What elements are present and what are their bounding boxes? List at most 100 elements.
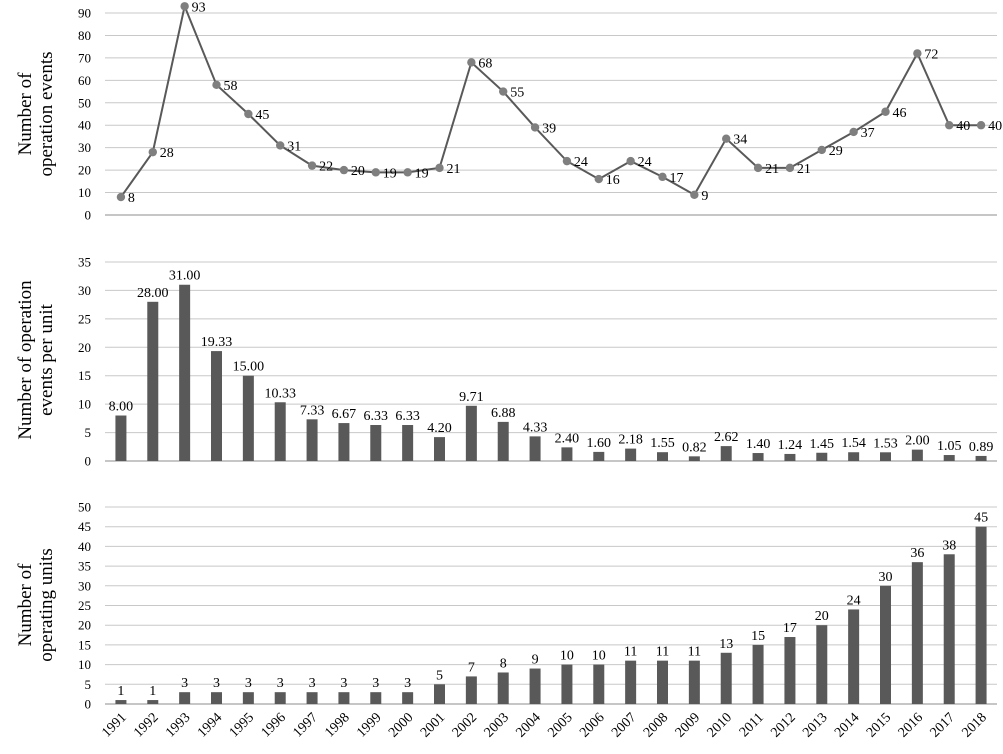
data-label: 5 (436, 668, 443, 683)
data-label: 19 (415, 166, 429, 181)
bar (242, 692, 254, 704)
x-tick-label: 2014 (832, 710, 862, 740)
y-tick-label: 0 (85, 208, 92, 223)
data-label: 20 (815, 609, 829, 624)
x-tick-label: 2001 (418, 710, 448, 740)
bar (848, 609, 860, 704)
bar (688, 660, 700, 704)
data-label: 3 (213, 676, 220, 691)
data-label: 22 (319, 160, 333, 175)
data-label: 24 (574, 155, 588, 170)
y-tick-label: 30 (78, 140, 91, 155)
data-label: 0.89 (969, 440, 994, 455)
y-tick-label: 60 (78, 73, 91, 88)
chart-panel-2: 0 5 10 15 20 25 30 35 Number of operationevents … (15, 255, 997, 469)
data-label: 3 (245, 676, 252, 691)
y-tick-label: 10 (78, 185, 91, 200)
data-point (817, 145, 826, 155)
x-tick-label: 2008 (641, 710, 671, 740)
x-tick-label: 2003 (482, 710, 512, 740)
data-point (913, 49, 922, 58)
data-point (244, 109, 253, 119)
bar (625, 448, 637, 461)
y-tick-label: 20 (78, 340, 91, 355)
bar (306, 692, 318, 704)
y-tick-label: 30 (78, 578, 91, 593)
data-label: 15 (751, 629, 765, 644)
data-point (530, 123, 540, 132)
data-label: 1.53 (873, 436, 898, 451)
data-label: 10 (592, 649, 606, 664)
y-axis-label-line: operating units (36, 548, 57, 661)
y-tick-label: 15 (78, 637, 91, 652)
data-label: 15.00 (233, 360, 265, 375)
data-label: 29 (829, 144, 843, 159)
x-tick-label: 2006 (577, 710, 607, 740)
data-label: 9 (532, 653, 539, 668)
y-tick-label: 5 (85, 425, 92, 440)
bar (147, 301, 159, 461)
data-label: 19 (383, 166, 397, 181)
x-tick-label: 2017 (928, 710, 958, 740)
data-point (339, 165, 349, 175)
y-tick-label: 70 (78, 50, 91, 65)
data-label: 4.20 (427, 421, 452, 436)
y-tick-label: 90 (78, 6, 91, 21)
y-tick-label: 40 (78, 118, 91, 133)
bar (880, 585, 891, 704)
data-label: 36 (910, 546, 924, 561)
bar (115, 415, 127, 461)
bar (529, 436, 541, 461)
y-tick-label: 40 (78, 539, 91, 554)
data-label: 55 (510, 86, 524, 101)
y-axis-label-line: operation events (36, 51, 57, 176)
data-label: 3 (372, 676, 379, 691)
data-label: 9 (701, 189, 708, 204)
y-axis-label-line: Number of (15, 563, 36, 647)
data-label: 3 (309, 676, 316, 691)
data-point (403, 168, 412, 177)
data-label: 17 (783, 621, 797, 636)
data-point (562, 156, 572, 166)
bar (211, 351, 222, 461)
data-label: 20 (351, 164, 365, 179)
bar (465, 676, 477, 704)
data-point (307, 161, 317, 170)
data-label: 28 (160, 146, 174, 161)
x-tick-label: 2012 (768, 710, 798, 740)
bar (306, 419, 318, 461)
x-tick-label: 2009 (673, 710, 703, 740)
data-label: 9.71 (459, 390, 484, 405)
data-point (467, 58, 476, 67)
y-tick-label: 30 (78, 283, 91, 298)
data-label: 30 (879, 570, 893, 585)
data-label: 28.00 (137, 286, 169, 301)
data-label: 7.33 (300, 403, 325, 418)
data-point (945, 121, 954, 130)
bar (370, 692, 382, 704)
data-label: 2.00 (905, 434, 930, 449)
bar (147, 700, 159, 704)
bar (784, 637, 796, 704)
y-tick-label: 10 (78, 657, 91, 672)
data-label: 3 (181, 676, 188, 691)
bar (816, 625, 828, 704)
data-label: 1.54 (841, 436, 866, 451)
x-tick-label: 2005 (545, 710, 575, 740)
y-tick-label: 15 (78, 368, 91, 383)
x-tick-label: 1992 (131, 710, 161, 740)
y-tick-label: 20 (78, 163, 91, 178)
x-tick-label: 2013 (800, 710, 830, 740)
data-label: 37 (861, 126, 875, 141)
data-point (722, 134, 731, 143)
y-tick-label: 10 (78, 397, 91, 412)
bar (561, 664, 573, 704)
data-label: 6.88 (491, 406, 516, 421)
data-point (690, 190, 699, 199)
data-point (499, 87, 508, 96)
data-label: 21 (765, 162, 779, 177)
y-tick-label: 25 (78, 598, 91, 613)
bar (816, 452, 828, 461)
data-label: 3 (340, 676, 347, 691)
data-label: 24 (638, 155, 652, 170)
